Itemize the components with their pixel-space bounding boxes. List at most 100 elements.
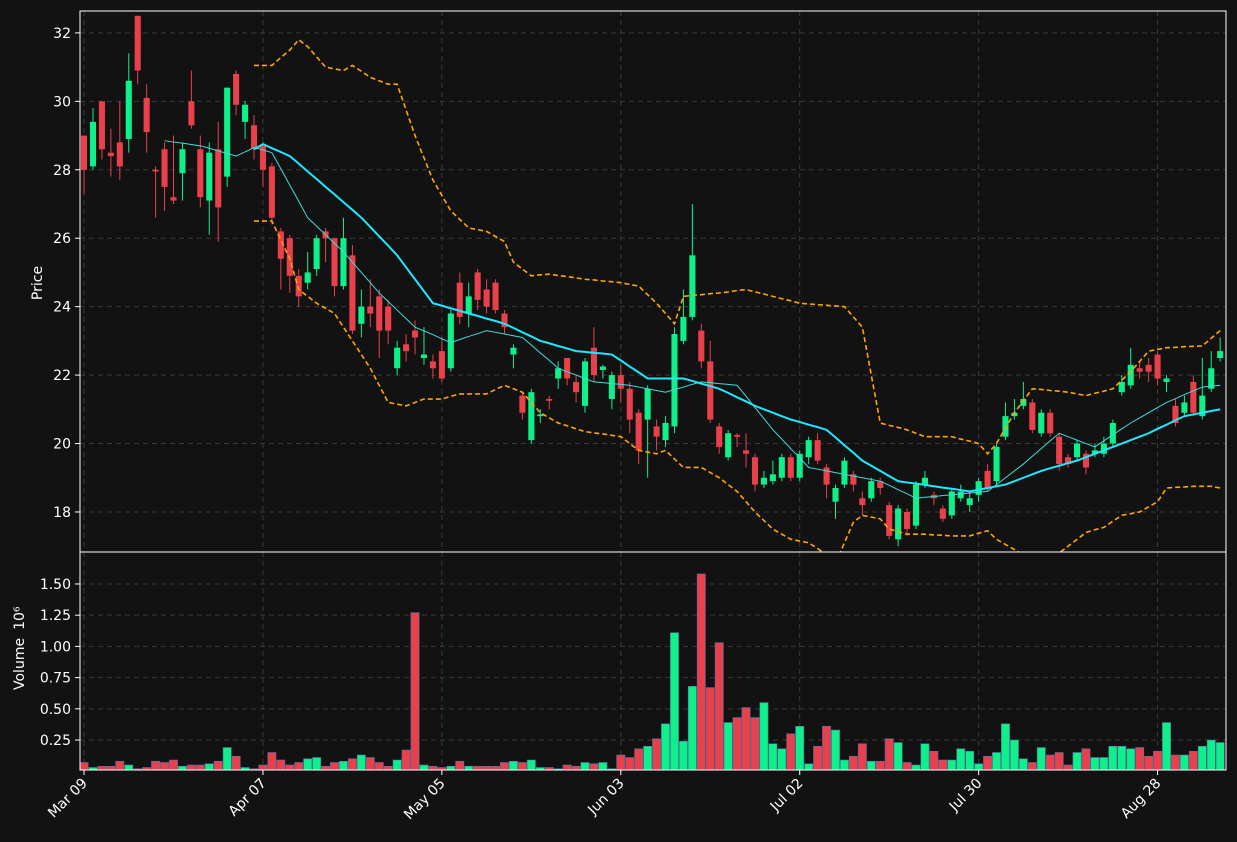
candle-body (635, 412, 642, 451)
volume-bar (1045, 754, 1055, 770)
candle-body (411, 330, 419, 338)
volume-bar (124, 764, 134, 770)
volume-bar (1153, 750, 1162, 770)
candle-body (939, 508, 946, 519)
volume-bar (446, 765, 456, 770)
candle-body (707, 361, 714, 420)
y-tick-label: 0.75 (40, 671, 71, 687)
volume-bar (204, 763, 214, 770)
candle-body (1011, 412, 1018, 417)
price-layer (80, 15, 1224, 547)
candle-body (805, 440, 812, 458)
candle-body (125, 80, 132, 139)
volume-bar (848, 755, 858, 770)
volume-bar (929, 750, 939, 770)
candle-body (1118, 381, 1125, 393)
candle-body (769, 474, 776, 482)
volume-bar (544, 767, 554, 770)
y-tick-label: 0.25 (40, 733, 71, 749)
volume-bar (813, 745, 823, 770)
volume-label-text: Volume (12, 638, 28, 690)
volume-bar (822, 726, 831, 770)
candle-body (1065, 457, 1072, 465)
volume-bar (1036, 747, 1046, 770)
candle-body (581, 361, 589, 406)
volume-bar (589, 763, 599, 770)
y-tick-label: 1.50 (40, 577, 71, 593)
volume-bar (705, 687, 715, 770)
volume-bar (741, 707, 751, 770)
candle-body (617, 375, 624, 389)
candle-body (1029, 402, 1036, 430)
volume-bar (1179, 754, 1189, 770)
volume-bar (777, 748, 787, 770)
candle-body (689, 255, 696, 317)
volume-bar (276, 759, 286, 770)
volume-bar (80, 762, 89, 770)
candle-body (179, 149, 186, 174)
candle-body (295, 275, 302, 297)
candle-body (107, 152, 114, 157)
candle-body (975, 481, 982, 495)
y-tick-label: 32 (53, 26, 71, 42)
volume-bar (186, 764, 196, 770)
candle-body (242, 104, 249, 122)
volume-bar (1090, 757, 1100, 770)
volume-bar (410, 612, 420, 770)
candle-body (98, 101, 105, 150)
y-tick-label: 20 (53, 437, 71, 453)
y-tick-label: 1.25 (40, 608, 71, 624)
candle-body (662, 422, 669, 441)
volume-bar (213, 760, 223, 770)
volume-bar (723, 722, 733, 770)
candle-body (1199, 395, 1206, 417)
candle-body (403, 344, 410, 352)
volume-bar (947, 759, 957, 770)
candle-body (966, 498, 973, 506)
candle-body (1208, 368, 1215, 389)
volume-bar (732, 717, 742, 770)
volume-bar (1072, 752, 1082, 770)
volume-bar (365, 757, 375, 770)
candle-body (134, 15, 141, 71)
candle-body (1136, 368, 1143, 372)
volume-bar (169, 759, 178, 770)
candle-body (376, 296, 383, 331)
volume-bar (178, 765, 187, 770)
candle-body (447, 313, 454, 369)
volume-bar (1108, 745, 1118, 770)
candle-body (796, 453, 803, 478)
candle-body (814, 440, 821, 461)
y-tick-label: 22 (53, 368, 71, 384)
volume-bar (1126, 748, 1136, 770)
volume-bar (625, 757, 635, 770)
candle-body (948, 491, 955, 516)
overlay-line (253, 142, 1221, 493)
volume-bar (902, 762, 912, 770)
candle-body (429, 361, 436, 369)
volume-bar (437, 767, 447, 770)
volume-bar (303, 758, 313, 770)
candle-body (573, 381, 580, 393)
overlay-line (164, 140, 1221, 499)
volume-bar (526, 759, 536, 770)
volume-bar (339, 760, 348, 770)
candle-body (984, 470, 991, 489)
volume-bar (983, 755, 993, 770)
candle-body (492, 282, 499, 311)
candle-body (778, 457, 785, 478)
candle-body (787, 457, 794, 478)
candle-body (537, 414, 544, 417)
candle-body (886, 505, 893, 536)
candle-body (143, 97, 150, 133)
volume-bar (795, 726, 805, 770)
volume-frame (79, 551, 1227, 771)
volume-bar (786, 733, 796, 770)
candle-body (152, 169, 159, 172)
volume-bar (652, 738, 661, 770)
candle-body (993, 446, 1000, 482)
candle-body (215, 149, 222, 208)
volume-bar (804, 763, 814, 770)
candle-body (590, 347, 597, 376)
candle-body (1172, 405, 1179, 423)
